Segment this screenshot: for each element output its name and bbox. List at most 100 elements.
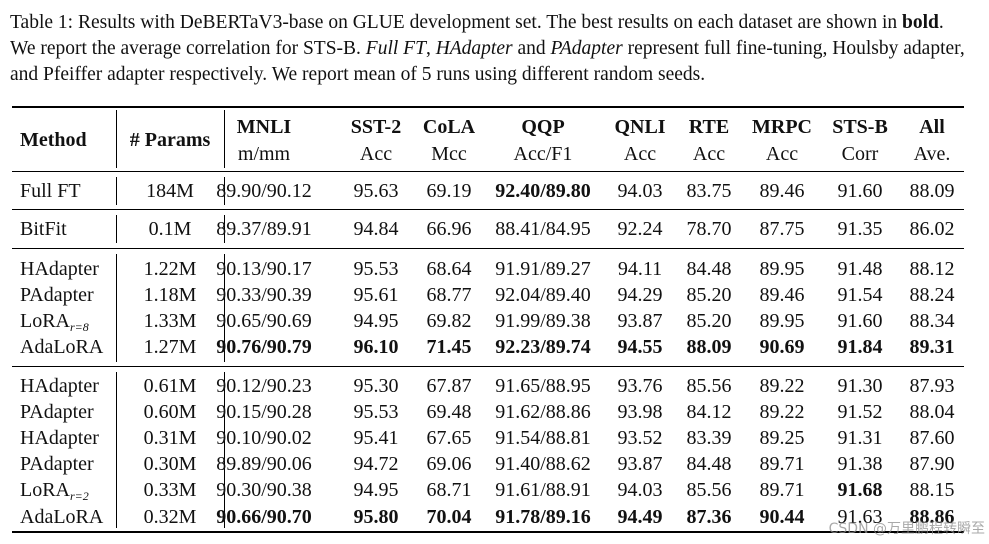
table-cell: 94.49 [617,506,663,528]
table-cell: 87.36 [686,506,732,528]
method-label: HAdapter [20,258,99,280]
table-cell: 69.48 [426,401,472,423]
caption-text: . We report the average correlation for … [10,12,944,59]
method-label: AdaLoRA [20,506,104,528]
table-cell: 92.40/89.80 [495,180,591,202]
header-column-metric: Acc [359,143,393,165]
header-column-name: CoLA [422,116,476,138]
table-cell: 95.80 [353,506,399,528]
table-cell: 92.04/89.40 [495,284,591,306]
table-cell: 95.53 [353,258,399,280]
table-cell: 91.54 [837,284,883,306]
table-cell: 89.25 [759,427,805,449]
table-cell: 91.30 [837,375,883,397]
bottom-rule [12,531,964,533]
table-cell: 91.31 [837,427,883,449]
header-column-name: MNLI [236,116,292,138]
method-label: LoRA [20,310,70,332]
table-cell: 89.71 [759,479,805,501]
param-count: 1.18M [143,284,197,306]
table-cell: 91.68 [837,479,883,501]
method-label: AdaLoRA [20,336,104,358]
table-cell: 93.52 [617,427,663,449]
table-cell: 88.09 [686,336,732,358]
column-separator [116,372,117,528]
table-cell: 89.37/89.91 [216,218,312,240]
caption-bold-word: bold [901,12,939,33]
table-cell: 90.12/90.23 [216,375,312,397]
param-count: 184M [146,180,194,202]
table-cell: 70.04 [426,506,472,528]
column-separator [224,110,225,168]
table-cell: 94.55 [617,336,663,358]
param-count: 0.31M [143,427,197,449]
caption-text: Table 1: Results with DeBERTaV3-base on … [10,12,902,33]
table-cell: 91.65/88.95 [495,375,591,397]
caption-italic: PAdapter [550,38,623,59]
param-count: 0.60M [143,401,197,423]
method-label: PAdapter [20,284,94,306]
table-cell: 95.41 [353,427,399,449]
column-separator [224,254,225,362]
table-cell: 94.95 [353,310,399,332]
top-rule [12,106,964,108]
table-cell: 84.12 [686,401,732,423]
table-cell: 91.52 [837,401,883,423]
table-cell: 91.40/88.62 [495,453,591,475]
table-cell: 90.33/90.39 [216,284,312,306]
method-name: AdaLoRA [20,335,103,359]
column-separator [224,177,225,205]
table-cell: 88.86 [909,506,955,528]
header-column-metric: Acc/F1 [513,143,573,165]
header-column-name: QNLI [614,116,666,138]
method-name: PAdapter [20,283,94,307]
method-name: LoRAr=2 [20,478,89,502]
table-cell: 91.48 [837,258,883,280]
method-name: LoRAr=8 [20,309,89,333]
table-cell: 88.09 [909,180,955,202]
table-cell: 94.11 [617,258,663,280]
method-name: BitFit [20,217,67,241]
table-cell: 91.35 [837,218,883,240]
table-cell: 69.82 [426,310,472,332]
method-name: PAdapter [20,400,94,424]
table-cell: 66.96 [426,218,472,240]
table-cell: 93.87 [617,453,663,475]
table-cell: 89.95 [759,258,805,280]
table-cell: 87.60 [909,427,955,449]
table-cell: 78.70 [686,218,732,240]
header-column-metric: Mcc [431,143,467,165]
table-cell: 71.45 [426,336,472,358]
table-cell: 85.56 [686,375,732,397]
header-column-metric: Corr [841,143,879,165]
table-cell: 88.24 [909,284,955,306]
param-count: 0.30M [143,453,197,475]
table-cell: 88.34 [909,310,955,332]
table-cell: 89.71 [759,453,805,475]
table-cell: 96.10 [353,336,399,358]
table-cell: 68.71 [426,479,472,501]
table-cell: 95.30 [353,375,399,397]
table-cell: 83.39 [686,427,732,449]
table-cell: 90.10/90.02 [216,427,312,449]
table-cell: 67.87 [426,375,472,397]
table-cell: 68.77 [426,284,472,306]
table-cell: 89.22 [759,401,805,423]
table-cell: 83.75 [686,180,732,202]
table-cell: 90.15/90.28 [216,401,312,423]
method-label: Full FT [20,180,81,202]
table-cell: 88.04 [909,401,955,423]
table-cell: 95.53 [353,401,399,423]
method-label: BitFit [20,218,67,240]
table-cell: 88.12 [909,258,955,280]
table-cell: 90.30/90.38 [216,479,312,501]
table-cell: 90.13/90.17 [216,258,312,280]
table-cell: 92.24 [617,218,663,240]
method-label: HAdapter [20,375,99,397]
table-cell: 90.65/90.69 [216,310,312,332]
table-cell: 84.48 [686,258,732,280]
header-column-name: QQP [521,116,565,138]
table-cell: 87.90 [909,453,955,475]
table-cell: 87.75 [759,218,805,240]
table-cell: 89.22 [759,375,805,397]
